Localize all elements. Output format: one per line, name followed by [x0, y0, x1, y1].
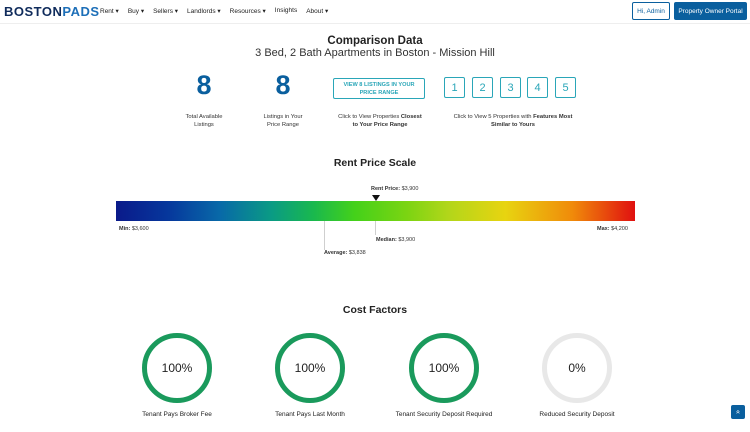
last-month-ring: 100%	[275, 333, 345, 403]
rent-price-label: Rent Price: $3,900	[371, 186, 418, 192]
range-caption-line1: Listings in Your	[263, 114, 303, 120]
page-title: Comparison Data	[327, 35, 423, 47]
similar-caption: Click to View 5 Properties with Features…	[438, 113, 588, 129]
security-deposit-ring: 100%	[409, 333, 479, 403]
menu-buy[interactable]: Buy ▾	[127, 8, 145, 15]
rent-scale-title: Rent Price Scale	[333, 157, 417, 169]
security-deposit-label: Tenant Security Deposit Required	[395, 411, 493, 418]
logo[interactable]: BOSTONPADS	[4, 4, 100, 19]
logo-text-b: PADS	[62, 4, 100, 19]
reduced-deposit-label: Reduced Security Deposit	[539, 411, 615, 418]
similar-property-4-button[interactable]: 4	[527, 77, 548, 98]
view-btn-line1: VIEW 8 LISTINGS IN YOUR	[343, 82, 415, 88]
rent-price-gradient-bar	[116, 201, 635, 221]
reduced-deposit-ring: 0%	[542, 333, 612, 403]
similar-property-5-button[interactable]: 5	[555, 77, 576, 98]
broker-fee-ring: 100%	[142, 333, 212, 403]
menu-rent[interactable]: Rent ▾	[100, 8, 119, 15]
average-line	[324, 221, 325, 250]
last-month-label: Tenant Pays Last Month	[275, 411, 345, 418]
menu-about[interactable]: About ▾	[306, 8, 329, 15]
max-price-label: Max: $4,200	[597, 226, 628, 232]
similar-caption-text: Click to View 5 Properties with	[453, 114, 534, 120]
average-price-value: $3,838	[348, 250, 366, 256]
view-listings-button[interactable]: VIEW 8 LISTINGS IN YOUR PRICE RANGE	[333, 78, 425, 99]
menu-sellers[interactable]: Sellers ▾	[153, 8, 179, 15]
admin-button[interactable]: Hi, Admin	[632, 2, 670, 20]
min-price-value: $3,600	[131, 226, 149, 232]
double-chevron-up-icon[interactable]: «	[731, 405, 745, 419]
range-listings-count: 8	[275, 70, 291, 100]
range-listings-caption: Listings in Your Price Range	[243, 113, 323, 129]
median-price-label: Median: $3,900	[376, 237, 415, 243]
average-price-label: Average: $3,838	[324, 250, 366, 256]
logo-text-a: BOSTON	[4, 4, 63, 19]
cost-factors-title: Cost Factors	[342, 304, 408, 316]
rent-price-value: $3,900	[401, 186, 419, 192]
page-subtitle: 3 Bed, 2 Bath Apartments in Boston - Mis…	[255, 47, 495, 59]
median-line	[375, 221, 376, 235]
closest-caption-bold2: to Your Price Range	[352, 122, 408, 128]
closest-caption-text: Click to View Properties	[338, 114, 401, 120]
rent-price-marker-icon	[372, 195, 380, 201]
similar-caption-bold1: Features Most	[533, 114, 573, 120]
rent-price-key: Rent Price:	[371, 186, 401, 192]
closest-caption: Click to View Properties Closest to Your…	[325, 113, 435, 129]
top-nav: BOSTONPADS Rent ▾ Buy ▾ Sellers ▾ Landlo…	[0, 0, 750, 24]
total-caption-line2: Listings	[194, 122, 214, 128]
menu-landlords[interactable]: Landlords ▾	[187, 8, 221, 15]
total-caption-line1: Total Available	[185, 114, 223, 120]
max-price-value: $4,200	[611, 226, 628, 232]
average-price-key: Average:	[324, 250, 348, 256]
median-price-key: Median:	[376, 237, 397, 243]
menu-insights[interactable]: Insights	[274, 7, 298, 14]
median-price-value: $3,900	[398, 237, 416, 243]
min-price-key: Min:	[119, 226, 131, 232]
closest-caption-bold1: Closest	[400, 114, 422, 120]
similar-property-2-button[interactable]: 2	[472, 77, 493, 98]
menu-resources[interactable]: Resources ▾	[229, 8, 266, 15]
min-price-label: Min: $3,600	[119, 226, 149, 232]
similar-property-3-button[interactable]: 3	[500, 77, 521, 98]
total-listings-caption: Total Available Listings	[164, 113, 244, 129]
main-menu: Rent ▾ Buy ▾ Sellers ▾ Landlords ▾ Resou…	[100, 7, 328, 15]
property-owner-portal-button[interactable]: Property Owner Portal	[674, 2, 747, 20]
range-caption-line2: Price Range	[267, 122, 299, 128]
similar-caption-bold2: Similar to Yours	[491, 122, 535, 128]
view-btn-line2: PRICE RANGE	[359, 90, 399, 96]
broker-fee-label: Tenant Pays Broker Fee	[142, 411, 212, 418]
max-price-key: Max:	[597, 226, 610, 232]
similar-property-1-button[interactable]: 1	[444, 77, 465, 98]
total-listings-count: 8	[196, 70, 212, 100]
